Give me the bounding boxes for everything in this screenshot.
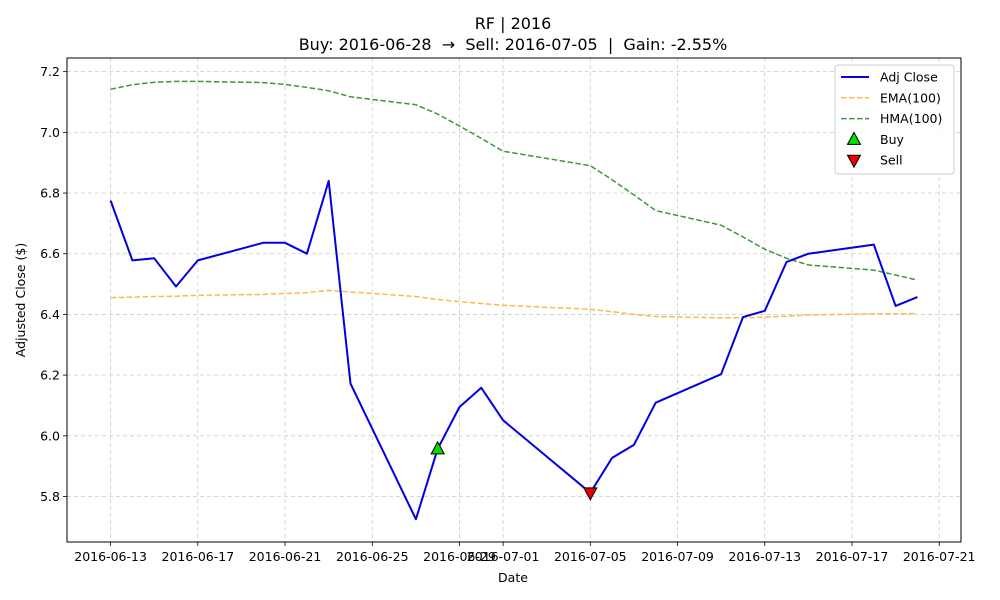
y-axis-label: Adjusted Close ($)	[13, 243, 28, 357]
x-tick-label: 2016-07-13	[728, 549, 801, 564]
y-tick-label: 6.0	[40, 428, 60, 443]
x-tick-label: 2016-07-09	[641, 549, 714, 564]
grid	[67, 58, 961, 542]
legend-label-sell: Sell	[880, 153, 903, 168]
series-line-adj-close	[109, 179, 918, 521]
x-tick-label: 2016-06-25	[336, 549, 409, 564]
x-axis-label: Date	[498, 570, 528, 585]
y-tick-label: 5.8	[40, 489, 60, 504]
y-tick-label: 6.2	[40, 368, 60, 383]
x-tick-label: 2016-06-21	[249, 549, 322, 564]
x-tick-label: 2016-06-17	[162, 549, 235, 564]
y-tick-label: 7.2	[40, 64, 60, 79]
x-tick-label: 2016-07-01	[467, 549, 540, 564]
legend-swatch-sell	[846, 154, 862, 169]
series-layer	[109, 80, 918, 521]
series-line-ema-100	[110, 289, 918, 319]
x-tick-label: 2016-07-05	[554, 549, 627, 564]
x-tick-label: 2016-06-29	[423, 549, 496, 564]
legend-swatch-buy	[846, 131, 862, 145]
legend-label-adj-close: Adj Close	[880, 70, 938, 85]
y-tick-label: 6.6	[40, 246, 60, 261]
x-axis: 2016-06-13 2016-06-17 2016-06-21 2016-06-25…	[74, 542, 976, 564]
x-tick-label: 2016-06-13	[74, 549, 147, 564]
y-axis: 5.8 6.0 6.2 6.4 6.6 6.8 7.0 7.2	[40, 64, 67, 504]
marker-layer	[430, 440, 598, 501]
x-tick-label: 2016-07-17	[816, 549, 889, 564]
series-line-hma-100	[110, 80, 918, 281]
plot-frame	[66, 57, 962, 543]
legend: Adj Close EMA(100) HMA(100) Buy Sell	[834, 64, 955, 175]
legend-label-ema-100: EMA(100)	[880, 90, 941, 105]
sell-marker	[582, 487, 598, 501]
legend-label-buy: Buy	[880, 132, 904, 147]
legend-box	[834, 64, 955, 175]
y-tick-label: 6.8	[40, 186, 60, 201]
chart-subtitle: Buy: 2016-06-28 → Sell: 2016-07-05 | Gai…	[299, 35, 728, 54]
legend-label-hma-100: HMA(100)	[880, 111, 942, 126]
y-tick-label: 6.4	[40, 307, 60, 322]
buy-marker	[430, 440, 446, 455]
y-tick-label: 7.0	[40, 125, 60, 140]
chart-title: RF | 2016	[475, 14, 552, 33]
x-tick-label: 2016-07-21	[903, 549, 976, 564]
